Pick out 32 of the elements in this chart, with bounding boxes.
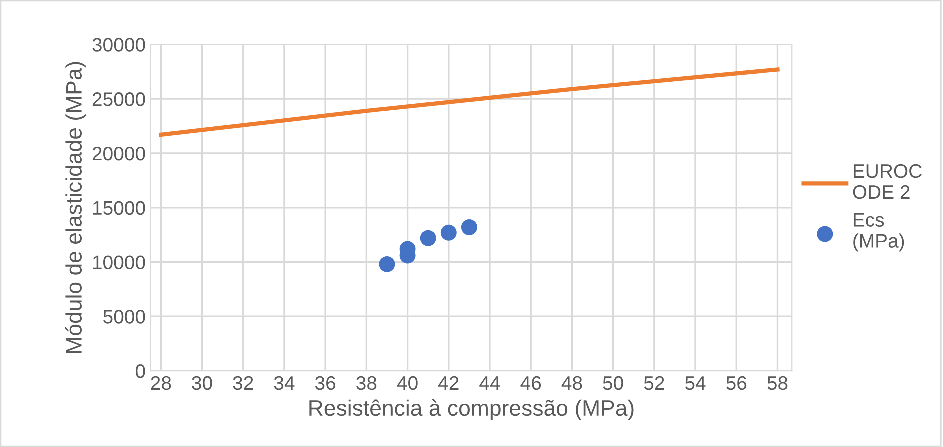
x-tick-label: 50 (603, 376, 624, 390)
y-tick-label: 5000 (104, 310, 146, 324)
point (440, 224, 457, 241)
y-axis-title: Módulo de elasticidade (MPa) (65, 62, 86, 354)
legend-label: EUROCODE 2 (853, 164, 922, 200)
x-tick-label: 42 (438, 376, 459, 390)
y-tick-label: 25000 (92, 92, 146, 106)
line-series (159, 68, 780, 138)
x-axis-title: Resistência à compressão (MPa) (310, 400, 634, 421)
x-tick-label: 58 (768, 376, 788, 390)
x-tick-label: 44 (480, 376, 500, 390)
x-tick-label: 36 (316, 376, 336, 390)
point (461, 219, 478, 236)
x-tick-label: 54 (685, 376, 706, 390)
x-tick-label: 40 (397, 376, 418, 390)
x-tick-label: 28 (151, 376, 172, 390)
y-tick-label: 30000 (92, 38, 146, 52)
x-tick-label: 30 (192, 376, 212, 390)
y-tick-label: 0 (136, 364, 146, 378)
x-tick-label: 32 (233, 376, 254, 390)
y-tick-label: 15000 (93, 201, 146, 216)
point (420, 230, 436, 246)
x-tick-label: 48 (562, 376, 582, 390)
x-tick-label: 34 (274, 376, 295, 390)
y-tick-label: 20000 (92, 146, 146, 161)
x-tick-label: 56 (726, 376, 747, 390)
x-tick-label: 52 (644, 376, 664, 390)
point (379, 256, 396, 272)
y-tick-label: 10000 (93, 256, 146, 270)
x-tick-label: 46 (520, 376, 542, 390)
x-tick-label: 38 (356, 376, 377, 390)
legend-label: Ecs (MPa) (854, 213, 904, 252)
